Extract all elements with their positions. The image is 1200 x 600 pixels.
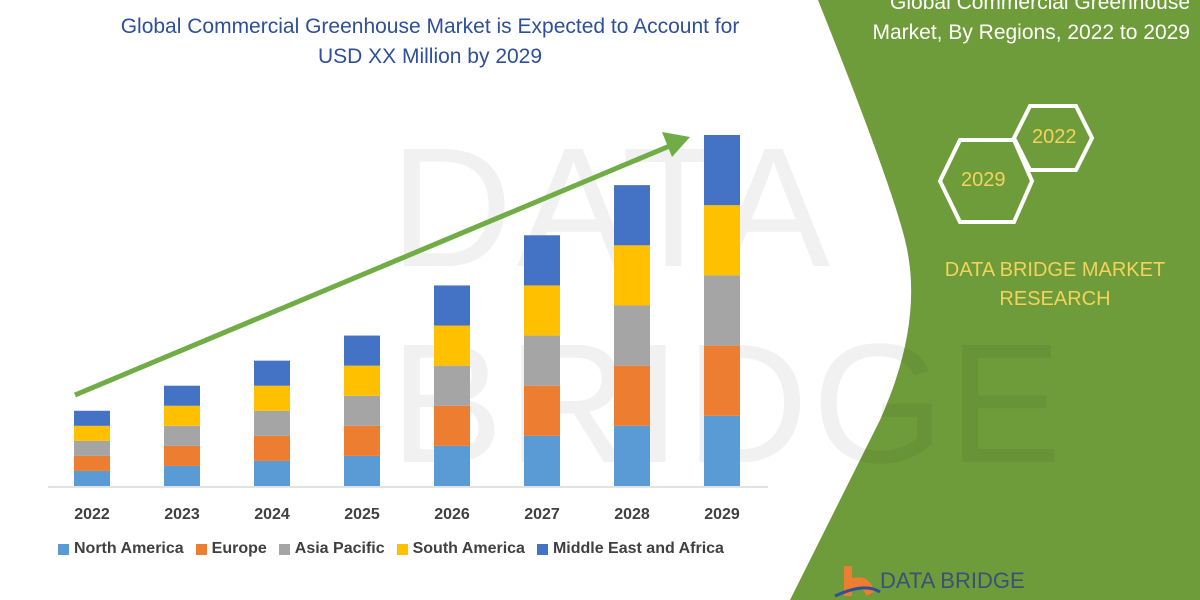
bar-segment-2029-asia-pacific [704,275,740,346]
bar-segment-2026-north-america [434,445,470,486]
bar-segment-2029-middle-east-and-africa [704,135,740,206]
bar-segment-2022-europe [74,455,110,471]
x-tick-label: 2026 [434,506,470,523]
bar-segment-2023-europe [164,445,200,466]
brand-text: DATA BRIDGE MARKET RESEARCH [920,256,1190,314]
bar-segment-2026-middle-east-and-africa [434,285,470,326]
bar-segment-2028-asia-pacific [614,305,650,366]
logo-text: DATA BRIDGE [880,568,1025,593]
bar-segment-2024-middle-east-and-africa [254,360,290,386]
bar-segment-2023-asia-pacific [164,425,200,446]
bar-segment-2029-south-america [704,205,740,276]
bar-segment-2025-north-america [344,455,380,486]
brand-line1: DATA BRIDGE MARKET [944,259,1166,281]
bar-segment-2026-europe [434,405,470,446]
legend-item: South America [396,540,525,558]
x-tick-label: 2029 [704,506,740,523]
x-tick-label: 2028 [614,506,650,523]
bar-segment-2028-middle-east-and-africa [614,185,650,246]
bar-segment-2027-south-america [524,285,560,336]
legend-label: North America [74,540,184,557]
bar-segment-2027-europe [524,385,560,436]
logo-icon [834,566,881,598]
bar-segment-2028-north-america [614,425,650,486]
legend-item: Middle East and Africa [536,540,724,558]
legend-label: Middle East and Africa [552,540,724,557]
green-side-panel [790,0,1200,600]
hex-label-2022: 2022 [1032,126,1077,148]
bar-segment-2024-north-america [254,460,290,486]
stacked-bar-chart: 2022 2023 2024 2025 2026 2027 2028 2029 [48,132,768,523]
bar-segment-2025-south-america [344,365,380,396]
legend-item: Europe [195,540,267,558]
chart-title-line2: USD XX Million by 2029 [317,45,543,68]
x-tick-label: 2027 [524,506,560,523]
brand-line2: RESEARCH [999,288,1111,310]
legend-label: South America [412,540,525,557]
bar-segment-2025-middle-east-and-africa [344,335,380,366]
hex-label-2029: 2029 [961,169,1006,191]
legend-label: Asia Pacific [294,540,385,557]
bar-segment-2025-asia-pacific [344,395,380,426]
x-tick-label: 2022 [74,506,110,523]
bar-segment-2029-north-america [704,415,740,486]
legend-swatch [58,543,69,555]
bar-segment-2028-south-america [614,245,650,306]
bar-segment-2028-europe [614,365,650,426]
legend-swatch [278,543,290,555]
legend-swatch [195,543,207,555]
trend-arrow-line [74,142,673,398]
side-title-line2: Market, By Regions, 2022 to 2029 [872,21,1190,44]
chart-legend: North America Europe Asia Pacific South Ame… [58,540,724,558]
bar-segment-2024-europe [254,435,290,461]
bar-segment-2029-europe [704,345,740,416]
x-tick-label: 2023 [164,506,200,523]
chart-title-line1: Global Commercial Greenhouse Market is E… [120,15,740,38]
bar-segment-2027-middle-east-and-africa [524,235,560,286]
legend-swatch [396,543,408,555]
side-panel-title: Global Commercial Greenhouse Market, By … [810,0,1190,48]
side-title-line1: Global Commercial Greenhouse [890,0,1190,14]
bar-segment-2022-middle-east-and-africa [74,410,110,426]
x-tick-label: 2025 [344,506,380,523]
bar-segment-2023-middle-east-and-africa [164,385,200,406]
legend-item: Asia Pacific [278,540,385,558]
bar-segment-2027-north-america [524,435,560,486]
hexagon-2029 [937,138,1035,224]
chart-title: Global Commercial Greenhouse Market is E… [60,12,800,72]
bar-segment-2026-asia-pacific [434,365,470,406]
trend-arrow-head-icon [662,132,690,157]
bar-segment-2022-north-america [74,470,110,486]
bar-segment-2024-asia-pacific [254,410,290,436]
legend-label: Europe [211,540,267,557]
bar-segment-2022-asia-pacific [74,440,110,456]
bar-segment-2026-south-america [434,325,470,366]
x-tick-label: 2024 [254,506,290,523]
bar-segment-2023-south-america [164,405,200,426]
bar-segment-2027-asia-pacific [524,335,560,386]
bar-segment-2022-south-america [74,425,110,441]
bar-segment-2025-europe [344,425,380,456]
legend-swatch [536,543,548,555]
legend-item: North America [58,540,184,558]
bar-segment-2023-north-america [164,465,200,486]
bar-segment-2024-south-america [254,385,290,411]
